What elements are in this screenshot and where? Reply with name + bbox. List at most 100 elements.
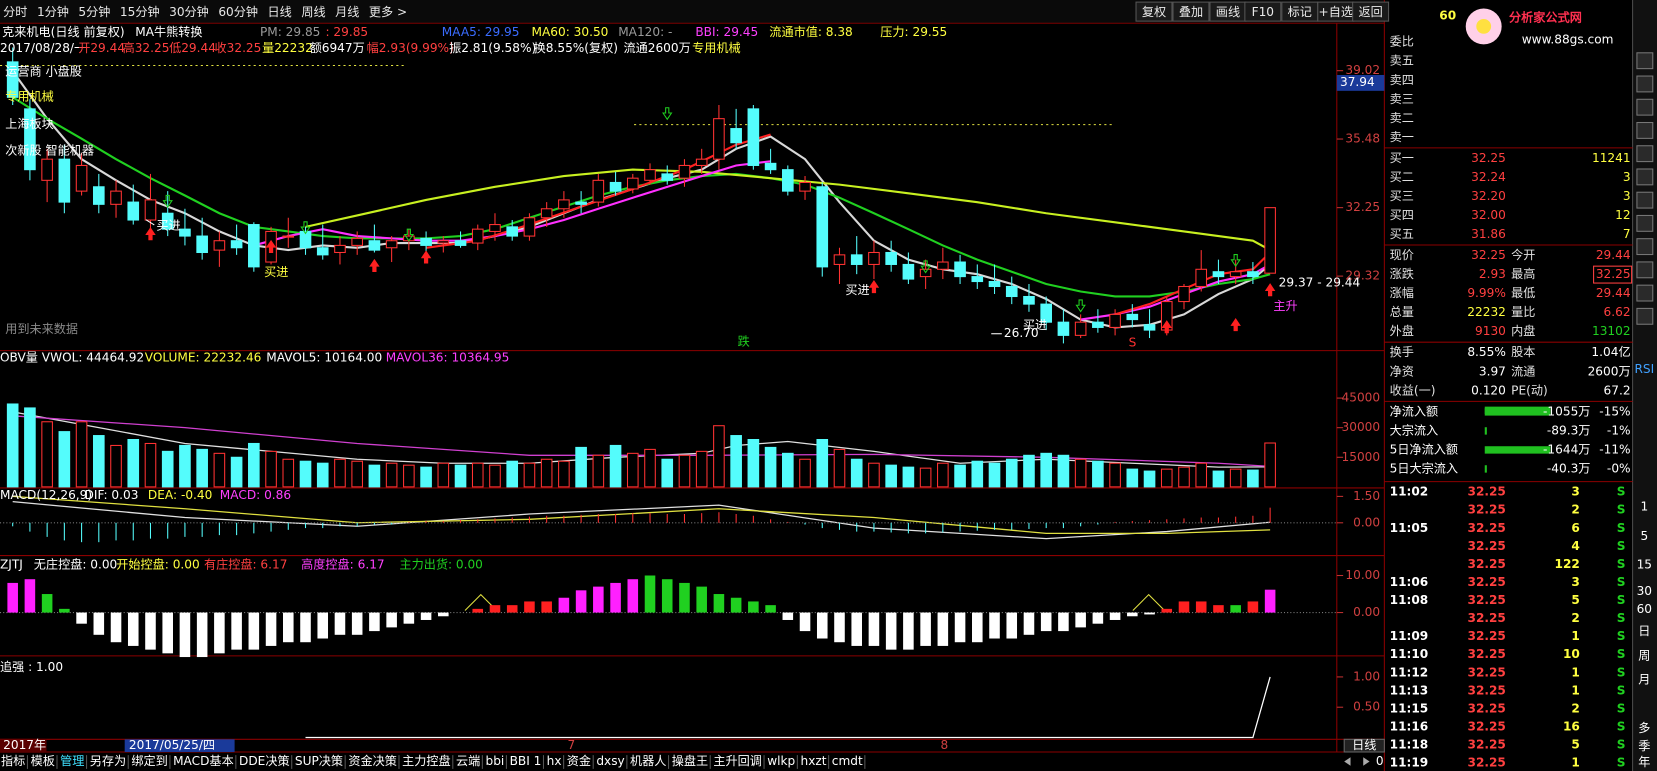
volume-bar	[144, 442, 157, 488]
side-tab[interactable]: RSI	[1634, 362, 1654, 376]
zjtj-bar	[334, 612, 346, 635]
toolbar-button-label[interactable]: F10	[1252, 5, 1274, 19]
period-tab[interactable]: 15分钟	[120, 4, 160, 19]
toolbar-button-label[interactable]: +自选	[1319, 5, 1353, 19]
trade-side: S	[1617, 503, 1626, 517]
bottom-tab[interactable]: 指标	[1, 753, 25, 768]
candle-body	[695, 158, 708, 166]
side-icon[interactable]	[1636, 168, 1654, 186]
period-tab[interactable]: 分时	[3, 5, 27, 19]
side-tab[interactable]: 多	[1638, 721, 1650, 735]
date-label: 7	[567, 738, 575, 752]
bottom-tab[interactable]: 云端	[456, 754, 480, 768]
bottom-tab[interactable]: 操盘王	[672, 753, 708, 768]
period-tab[interactable]: 日线	[268, 5, 292, 19]
trade-price: 32.25	[1468, 738, 1506, 752]
bottom-tab[interactable]: 主升回调	[713, 754, 762, 768]
stat-value: 13102	[1592, 324, 1631, 338]
annotation: 上海板块	[5, 116, 54, 131]
side-icon[interactable]	[1636, 52, 1654, 70]
toolbar-button-label[interactable]: 标记	[1288, 5, 1312, 19]
period-label[interactable]: 日线	[1352, 738, 1376, 752]
side-icon[interactable]	[1636, 214, 1654, 232]
period-tab[interactable]: 30分钟	[169, 4, 209, 19]
bottom-tab[interactable]: 绑定到	[131, 753, 167, 768]
period-tab[interactable]: 5分钟	[78, 4, 110, 19]
side-tab[interactable]: 30	[1637, 584, 1652, 598]
bottom-tab[interactable]: dxsy	[596, 754, 624, 768]
trade-side: S	[1617, 557, 1626, 571]
bottom-tab[interactable]: 管理	[60, 753, 84, 768]
bottom-tab[interactable]: MACD基本	[173, 754, 234, 768]
candle-body	[437, 240, 450, 244]
bottom-tab[interactable]: BBI 1	[510, 754, 542, 768]
period-tab[interactable]: 更多 >	[369, 5, 407, 19]
fund-value: 2600万	[1588, 364, 1631, 378]
side-tab[interactable]: 1	[1640, 499, 1648, 513]
bid-label: 买四	[1390, 208, 1414, 222]
side-tab[interactable]: 5	[1640, 529, 1648, 543]
period-box[interactable]	[1343, 738, 1385, 753]
candle-body	[316, 247, 329, 256]
side-icon[interactable]	[1636, 191, 1654, 209]
toolbar-button-label[interactable]: 返回	[1358, 5, 1382, 19]
side-tab[interactable]: 季	[1638, 739, 1650, 753]
zjtj-bar	[145, 612, 156, 650]
side-tab[interactable]: 60	[1637, 602, 1652, 616]
bottom-tab[interactable]: 机器人	[630, 754, 666, 768]
toolbar-button[interactable]	[1244, 1, 1282, 22]
toolbar-button-label[interactable]: 叠加	[1179, 5, 1203, 19]
side-icon[interactable]	[1636, 75, 1654, 93]
bottom-tab[interactable]: 主力控盘	[402, 753, 451, 768]
side-icon[interactable]	[1636, 307, 1654, 325]
fund-value: 8.55%	[1467, 345, 1506, 359]
bottom-tab[interactable]: cmdt	[832, 754, 863, 768]
volume-bar	[695, 450, 708, 488]
zjtj-bar	[644, 575, 656, 613]
period-tab[interactable]: 月线	[335, 5, 359, 19]
toolbar-button[interactable]	[1172, 1, 1210, 22]
bottom-tab[interactable]: bbi	[486, 754, 505, 768]
scroll-right[interactable]	[1363, 757, 1370, 766]
toolbar-button[interactable]	[1352, 1, 1390, 22]
side-icon[interactable]	[1636, 98, 1654, 116]
bottom-tab[interactable]: DDE决策	[239, 754, 290, 768]
period-tab[interactable]: 60分钟	[218, 4, 258, 19]
side-icon[interactable]	[1636, 238, 1654, 256]
toolbar-button-label[interactable]: 复权	[1142, 5, 1166, 19]
bottom-tab[interactable]: hxzt	[801, 754, 827, 768]
volume-bar	[316, 462, 329, 488]
zjtj-bar	[885, 612, 897, 650]
annotation: 37.94	[1340, 75, 1375, 89]
side-tab[interactable]: 日	[1638, 624, 1650, 638]
side-icon[interactable]	[1636, 261, 1654, 279]
zjtj-bar	[1058, 612, 1069, 632]
trade-volume: 2	[1571, 611, 1579, 625]
scroll-left[interactable]	[1344, 757, 1351, 766]
side-tab[interactable]: 周	[1638, 648, 1650, 662]
toolbar-button[interactable]	[1135, 1, 1173, 22]
side-tab[interactable]: 15	[1637, 558, 1652, 572]
bottom-tab[interactable]: wlkp	[767, 754, 795, 768]
bottom-tab[interactable]: 模板	[31, 754, 55, 768]
volume-bar	[747, 438, 760, 488]
side-tab[interactable]: 年	[1638, 755, 1650, 769]
bottom-tab[interactable]: hx	[547, 754, 562, 768]
period-tab[interactable]: 周线	[301, 5, 325, 19]
zjtj-bar	[524, 601, 535, 613]
bottom-tab[interactable]: 另存为	[90, 754, 126, 768]
trade-side: S	[1617, 701, 1626, 715]
side-icon[interactable]	[1636, 145, 1654, 163]
volume-bar	[678, 454, 691, 488]
fund-value: 67.2	[1604, 383, 1631, 397]
period-tab[interactable]: 1分钟	[37, 4, 69, 19]
side-icon[interactable]	[1636, 284, 1654, 302]
bottom-tab[interactable]: 资金决策	[348, 753, 397, 768]
bottom-tab[interactable]: SUP决策	[295, 754, 343, 768]
zjtj-bar	[782, 612, 794, 620]
bottom-tab[interactable]: 资金	[567, 753, 591, 768]
side-icon[interactable]	[1636, 121, 1654, 139]
toolbar-button-label[interactable]: 画线	[1216, 5, 1240, 19]
trade-volume: 16	[1563, 719, 1580, 733]
side-tab[interactable]: 月	[1638, 673, 1650, 687]
